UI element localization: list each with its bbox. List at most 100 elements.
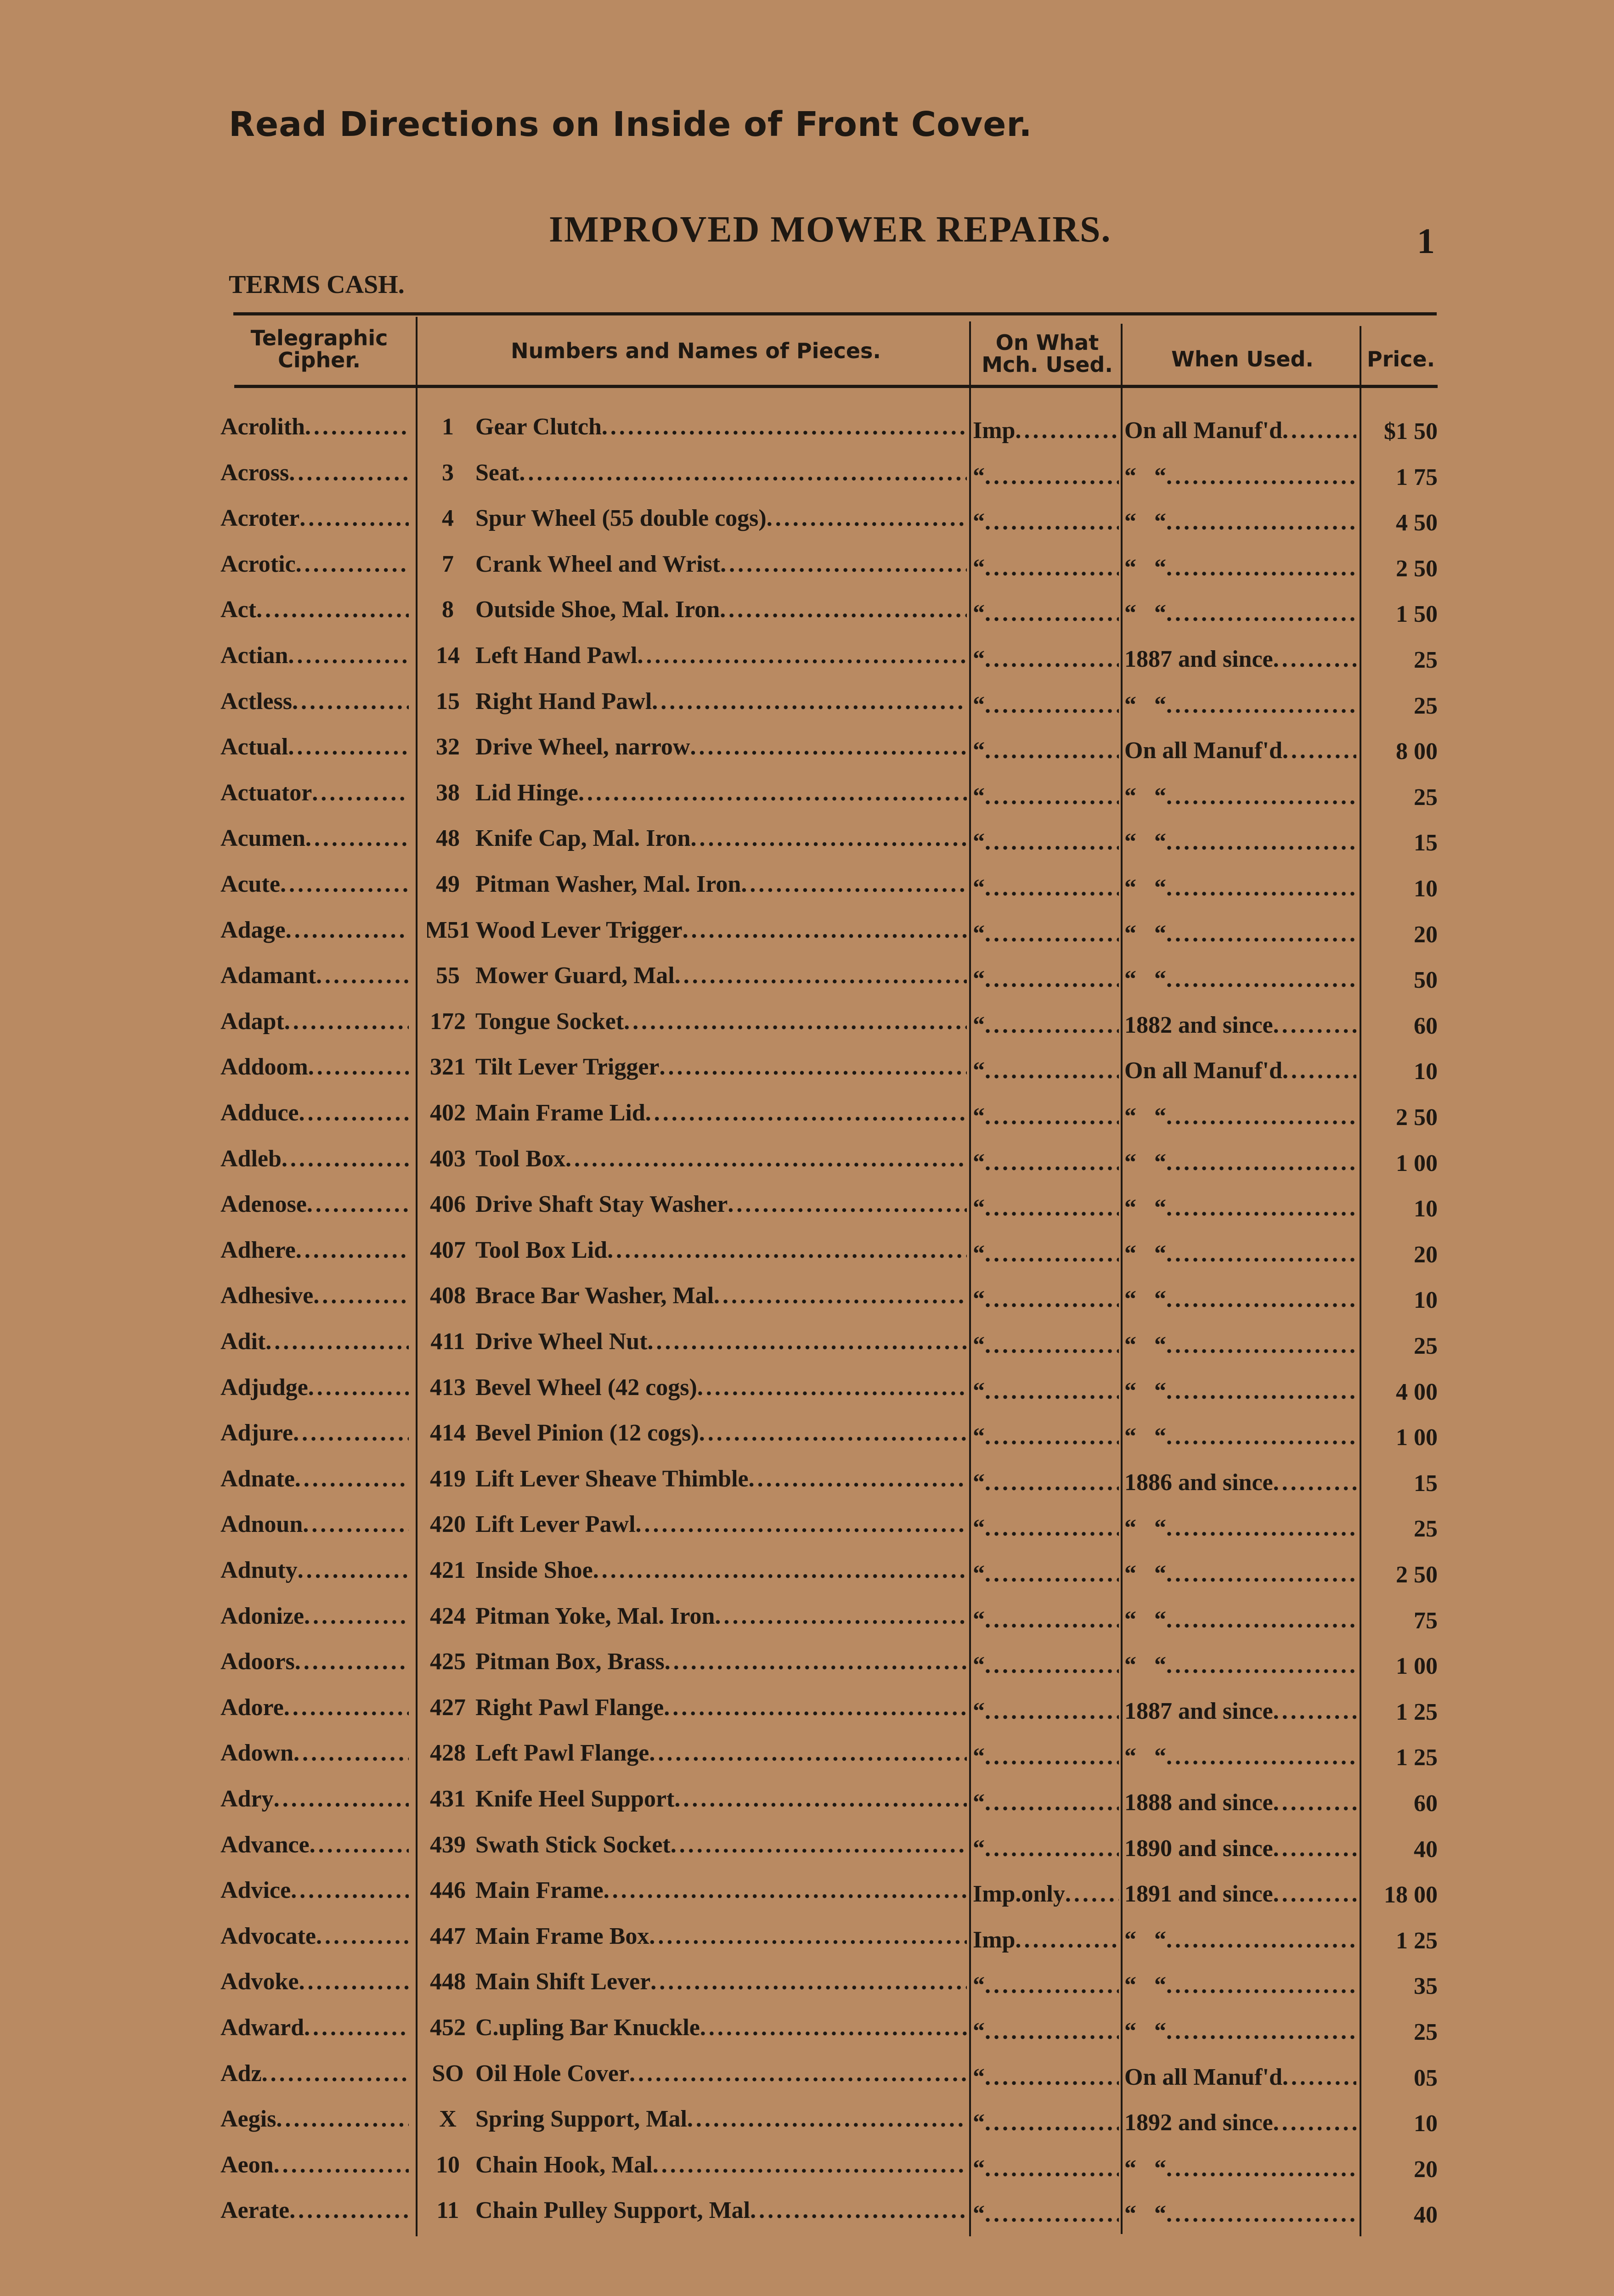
number-text: 407 (430, 1237, 466, 1263)
cipher-text: Acroter (220, 505, 300, 532)
machine-text: “ (973, 1652, 985, 1679)
leader-dots (288, 733, 409, 760)
page-number: 1 (1417, 221, 1435, 261)
leader-dots (305, 825, 409, 852)
cell-price: 10 (1414, 1058, 1438, 1085)
leader-dots (665, 1648, 967, 1675)
table-row: Adnate 419 Lift Lever Sheave Thimble “ 1886 … (0, 1465, 1562, 1511)
cell-cipher: Actual (220, 733, 409, 760)
cell-cipher: Adnoun (220, 1511, 409, 1538)
cell-machine: “ (973, 463, 1119, 490)
cell-machine: “ (973, 646, 1119, 673)
leader-dots (728, 1191, 967, 1218)
machine-text: “ (973, 1286, 985, 1313)
when-used-text: “ “ (1124, 875, 1166, 901)
cell-number: 321 (427, 1053, 468, 1080)
leader-dots (1166, 874, 1356, 901)
cell-machine: “ (973, 692, 1119, 719)
cell-piece-name: Brace Bar Washer, Mal (475, 1282, 967, 1309)
cipher-text: Addoom (220, 1054, 308, 1080)
cell-number: SO (427, 2060, 468, 2087)
leader-dots (637, 642, 967, 669)
cell-machine: “ (973, 554, 1119, 581)
cell-piece-name: Crank Wheel and Wrist (475, 551, 967, 578)
machine-text: “ (973, 600, 985, 627)
piece-name-text: Mower Guard, Mal (475, 962, 675, 989)
cell-cipher: Acumen (220, 825, 409, 852)
cipher-text: Adward (220, 2015, 305, 2041)
cell-number: 420 (427, 1511, 468, 1538)
cell-price: 15 (1414, 1470, 1438, 1497)
cell-cipher: Adage (220, 917, 409, 944)
piece-name-text: Main Shift Lever (475, 1969, 651, 1995)
machine-text: Imp (973, 417, 1016, 444)
when-used-text: 1887 and since (1124, 646, 1273, 672)
piece-name-text: Bevel Wheel (42 cogs) (475, 1374, 697, 1401)
machine-text: “ (973, 829, 985, 855)
cell-price: 25 (1414, 1333, 1438, 1359)
leader-dots (293, 1419, 409, 1446)
cell-price: 50 (1414, 967, 1438, 994)
leader-dots (683, 917, 967, 944)
cell-number: X (427, 2105, 468, 2133)
leader-dots (288, 642, 409, 669)
leader-dots (274, 2151, 409, 2178)
leader-dots (1282, 417, 1356, 444)
cell-machine: “ (973, 600, 1119, 627)
cell-when-used: “ “ (1124, 1560, 1356, 1587)
cipher-text: Advice (220, 1877, 291, 1904)
number-text: 411 (430, 1328, 465, 1355)
cipher-text: Actual (220, 734, 288, 760)
machine-text: “ (973, 1790, 985, 1816)
leader-dots (607, 1237, 967, 1264)
leader-dots (1166, 1926, 1356, 1953)
machine-text: “ (973, 1698, 985, 1724)
leader-dots (985, 737, 1119, 764)
cell-when-used: “ “ (1124, 1972, 1356, 1999)
cell-price: 15 (1414, 830, 1438, 856)
leader-dots (1166, 2018, 1356, 2045)
piece-name-text: Tool Box Lid (475, 1237, 608, 1263)
cell-when-used: 1888 and since (1124, 1789, 1356, 1816)
table-row: Advocate 447 Main Frame Box Imp “ “ 1 25 (0, 1923, 1562, 1969)
leader-dots (985, 1743, 1119, 1770)
cell-cipher: Adhesive (220, 1282, 409, 1309)
machine-text: “ (973, 1835, 985, 1862)
table-row: Adjure 414 Bevel Pinion (12 cogs) “ “ “ 1 00 (0, 1419, 1562, 1465)
cell-price: 20 (1414, 921, 1438, 948)
cell-number: 447 (427, 1923, 468, 1950)
when-used-text: On all Manuf'd (1124, 1058, 1282, 1084)
piece-name-text: Chain Pulley Support, Mal (475, 2197, 751, 2224)
cell-number: 402 (427, 1099, 468, 1126)
column-divider (1360, 326, 1361, 2236)
leader-dots (671, 1831, 967, 1858)
page-title: IMPROVED MOWER REPAIRS. (549, 209, 1112, 250)
piece-name-text: Lift Lever Sheave Thimble (475, 1465, 749, 1492)
number-text: 172 (430, 1008, 466, 1035)
piece-name-text: C.upling Bar Knuckle (475, 2015, 700, 2041)
cipher-text: Aeon (220, 2151, 274, 2178)
leader-dots (985, 692, 1119, 719)
cell-piece-name: Drive Shaft Stay Washer (475, 1191, 967, 1218)
when-used-text: 1892 and since (1124, 2110, 1273, 2136)
when-used-text: “ “ (1124, 1195, 1166, 1221)
machine-text: “ (973, 646, 985, 672)
cipher-text: Adonize (220, 1603, 304, 1629)
cell-cipher: Advice (220, 1877, 409, 1904)
cipher-text: Adore (220, 1694, 284, 1721)
cell-price: 10 (1414, 1287, 1438, 1314)
leader-dots (303, 1511, 409, 1538)
machine-text: “ (973, 692, 985, 718)
number-text: 55 (436, 962, 460, 989)
leader-dots (624, 1008, 967, 1035)
leader-dots (1273, 646, 1356, 673)
number-text: X (439, 2106, 457, 2133)
number-text: 420 (430, 1511, 466, 1538)
cell-price: 1 00 (1396, 1424, 1438, 1451)
cell-number: 49 (427, 871, 468, 898)
cell-piece-name: C.upling Bar Knuckle (475, 2014, 967, 2041)
leader-dots (687, 2105, 967, 2133)
cell-number: 413 (427, 1374, 468, 1401)
cell-price: 60 (1414, 1790, 1438, 1817)
number-text: 425 (430, 1649, 466, 1675)
